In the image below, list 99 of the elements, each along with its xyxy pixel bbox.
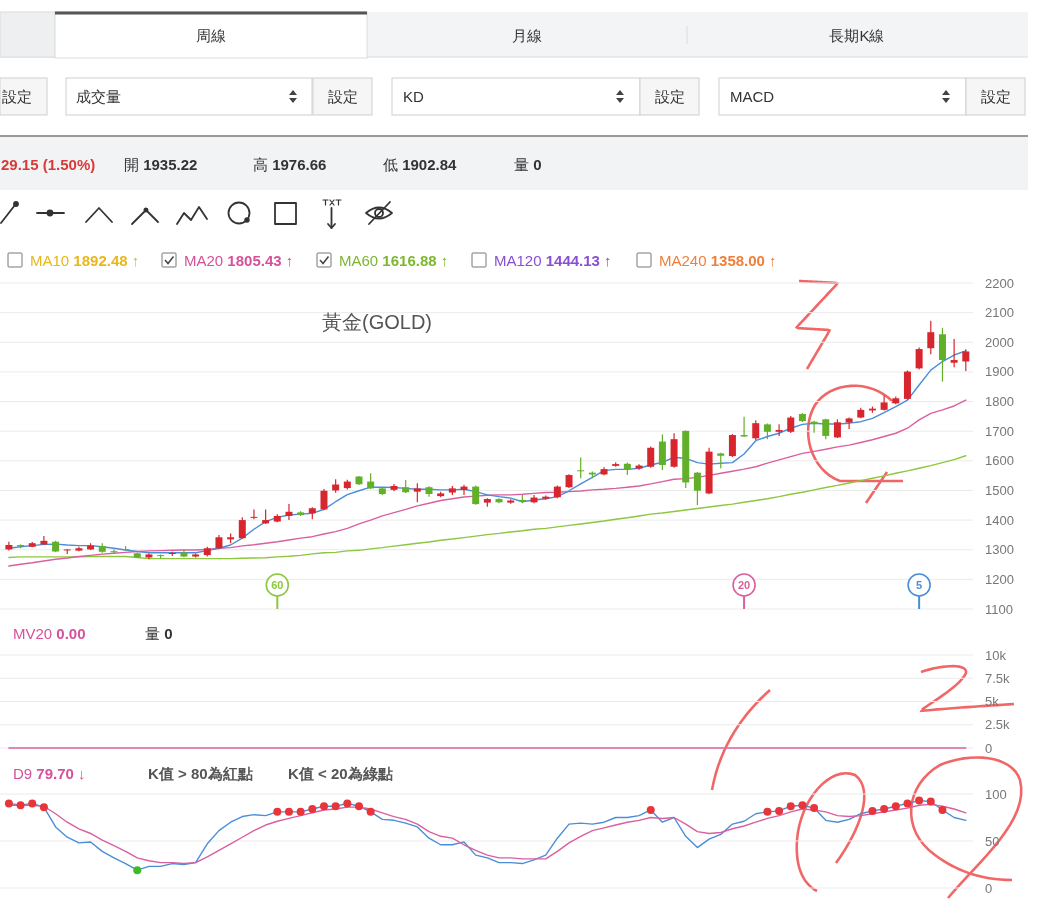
candlestick <box>577 456 585 479</box>
y-tick-label: 1300 <box>985 542 1014 558</box>
candlestick <box>962 348 970 372</box>
y-tick-label: 1500 <box>985 482 1014 498</box>
text: D9 79.70 ↓ <box>13 764 86 782</box>
y-tick-label: 2.5k <box>985 717 1011 733</box>
annotation: 5 <box>916 579 923 591</box>
annotation: 60 <box>271 579 284 591</box>
point <box>331 802 340 811</box>
candlestick <box>728 433 736 458</box>
point <box>938 805 947 814</box>
annotation: 20 <box>737 579 751 591</box>
candlestick <box>927 320 935 355</box>
candlestick <box>285 503 293 521</box>
candlestick <box>658 433 666 471</box>
point <box>39 803 48 812</box>
point <box>343 799 352 808</box>
candlestick <box>752 419 760 441</box>
y-tick-label: 1100 <box>985 601 1013 617</box>
y-tick-label: 2200 <box>985 275 1014 291</box>
text: 長期K線 <box>829 26 885 44</box>
y-tick-label: 10k <box>985 647 1007 663</box>
candlestick <box>472 484 480 506</box>
text: 設定 <box>328 87 358 105</box>
line-series <box>8 399 967 567</box>
text: 開 1935.22 <box>124 155 198 173</box>
text: MV20 0.00 <box>13 624 86 642</box>
candlestick <box>915 347 923 371</box>
y-tick-label: 0 <box>985 740 993 756</box>
point <box>366 807 375 816</box>
y-tick-label: 1800 <box>985 394 1014 410</box>
y-tick-label: 1700 <box>985 423 1014 439</box>
candlestick <box>950 338 958 368</box>
point <box>763 807 772 816</box>
point <box>775 806 784 815</box>
point <box>28 799 37 808</box>
point <box>16 801 25 810</box>
candlestick <box>647 445 655 469</box>
text: MA240 1358.00 ↑ <box>659 251 777 269</box>
line-series <box>8 455 967 560</box>
text: 量 0 <box>514 155 542 173</box>
y-tick-label: 50 <box>985 833 1000 849</box>
text: 周線 <box>196 26 226 44</box>
candlestick <box>460 484 468 496</box>
y-tick-label: 1600 <box>985 453 1014 469</box>
text: KD <box>403 87 424 105</box>
candlestick <box>110 548 118 555</box>
text: 量 0 <box>145 624 173 642</box>
text: 低 1902.84 <box>383 155 458 173</box>
y-tick-label: 100 <box>985 786 1007 802</box>
point <box>319 802 328 811</box>
y-tick-label: 1200 <box>985 571 1014 587</box>
text: 成交量 <box>76 87 121 105</box>
text: 設定 <box>981 87 1011 105</box>
point <box>646 805 655 814</box>
point <box>284 807 293 816</box>
candlestick <box>238 516 246 540</box>
point <box>308 805 317 814</box>
y-tick-label: 0 <box>985 880 993 896</box>
text: 月線 <box>512 26 542 44</box>
text: MA120 1444.13 ↑ <box>494 251 612 269</box>
candlestick <box>775 423 783 437</box>
point <box>798 801 807 810</box>
point <box>4 799 13 808</box>
candlestick <box>413 482 421 503</box>
candlestick <box>5 541 13 552</box>
candlestick <box>250 508 258 520</box>
point <box>810 804 819 813</box>
text: MA20 1805.43 ↑ <box>184 251 294 269</box>
text: MA10 1892.48 ↑ <box>30 251 140 269</box>
text: 29.15 (1.50%) <box>1 155 96 173</box>
point <box>273 807 282 816</box>
text: 黃金(GOLD) <box>322 311 432 333</box>
candlestick <box>693 471 701 506</box>
candlestick <box>833 418 841 439</box>
y-tick-label: 2100 <box>985 305 1014 321</box>
y-tick-label: 1900 <box>985 364 1014 380</box>
text: MA60 1616.88 ↑ <box>339 251 449 269</box>
point <box>903 799 912 808</box>
candlestick <box>320 488 328 511</box>
point <box>786 802 795 811</box>
text: 設定 <box>655 87 685 105</box>
point <box>296 807 305 816</box>
text: K值 < 20為綠點 <box>288 764 393 782</box>
text: MACD <box>730 87 775 105</box>
point <box>868 806 877 815</box>
point <box>926 797 935 806</box>
y-tick-label: 7.5k <box>985 670 1011 686</box>
text: K值 > 80為紅點 <box>148 764 253 782</box>
point <box>354 802 363 811</box>
y-tick-label: 2000 <box>985 334 1014 350</box>
point <box>891 802 900 811</box>
point <box>880 805 889 814</box>
point <box>133 866 142 875</box>
point <box>915 796 924 805</box>
candlestick <box>635 463 643 471</box>
y-tick-label: 1400 <box>985 512 1014 528</box>
text: 設定 <box>2 87 32 105</box>
text: 高 1976.66 <box>253 155 327 173</box>
